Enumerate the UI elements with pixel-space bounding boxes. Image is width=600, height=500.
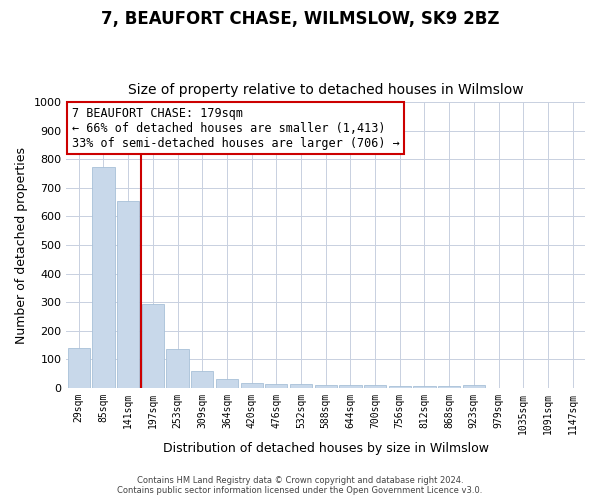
Bar xyxy=(68,348,90,388)
Bar xyxy=(166,349,188,388)
Bar xyxy=(265,384,287,388)
Bar xyxy=(413,386,436,388)
Title: Size of property relative to detached houses in Wilmslow: Size of property relative to detached ho… xyxy=(128,83,524,97)
Bar xyxy=(389,386,411,388)
Bar xyxy=(142,304,164,388)
Text: 7, BEAUFORT CHASE, WILMSLOW, SK9 2BZ: 7, BEAUFORT CHASE, WILMSLOW, SK9 2BZ xyxy=(101,10,499,28)
Bar xyxy=(364,386,386,388)
Bar xyxy=(92,166,115,388)
X-axis label: Distribution of detached houses by size in Wilmslow: Distribution of detached houses by size … xyxy=(163,442,489,455)
Y-axis label: Number of detached properties: Number of detached properties xyxy=(15,146,28,344)
Bar xyxy=(216,379,238,388)
Text: 7 BEAUFORT CHASE: 179sqm
← 66% of detached houses are smaller (1,413)
33% of sem: 7 BEAUFORT CHASE: 179sqm ← 66% of detach… xyxy=(71,106,400,150)
Bar xyxy=(339,386,362,388)
Text: Contains HM Land Registry data © Crown copyright and database right 2024.
Contai: Contains HM Land Registry data © Crown c… xyxy=(118,476,482,495)
Bar xyxy=(191,372,214,388)
Bar xyxy=(290,384,312,388)
Bar xyxy=(314,385,337,388)
Bar xyxy=(117,201,139,388)
Bar xyxy=(438,386,460,388)
Bar xyxy=(463,386,485,388)
Bar xyxy=(241,382,263,388)
